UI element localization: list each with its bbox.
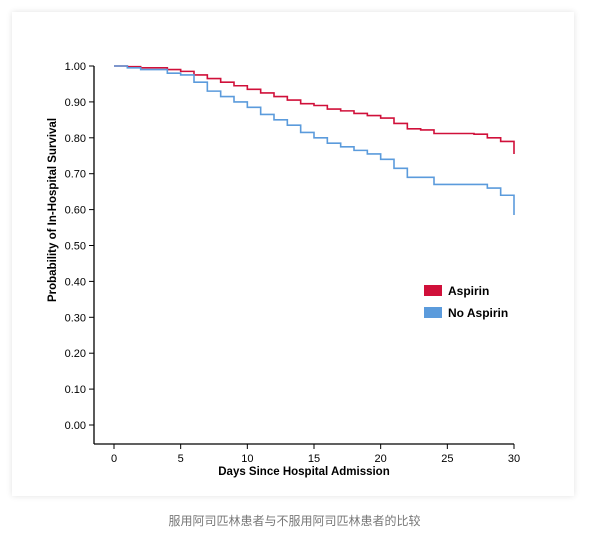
x-tick-label: 10 — [241, 453, 253, 465]
y-tick-label: 0.40 — [65, 276, 86, 288]
x-axis-label: Days Since Hospital Admission — [218, 466, 389, 478]
chart-card: 0.00 0.10 0.20 0.30 0.40 0.50 0.60 0.70 0.80 0.90… — [12, 12, 574, 496]
legend-label-no-aspirin: No Aspirin — [448, 306, 508, 320]
y-tick-label: 0.80 — [65, 133, 86, 145]
x-tick-label: 25 — [441, 453, 453, 465]
x-tick-label: 0 — [111, 453, 117, 465]
y-tick-label: 0.70 — [65, 169, 86, 181]
y-tick-label: 0.30 — [65, 312, 86, 324]
series-line-aspirin — [114, 65, 515, 154]
y-tick-label: 0.60 — [65, 205, 86, 217]
legend-swatch-no-aspirin — [424, 307, 442, 318]
y-tick-label: 1.00 — [65, 61, 86, 73]
y-tick-label: 0.00 — [65, 420, 86, 432]
y-tick-label: 0.90 — [65, 97, 86, 109]
legend-label-aspirin: Aspirin — [448, 284, 489, 298]
y-tick-label: 0.50 — [65, 241, 86, 253]
figure-caption: 服用阿司匹林患者与不服用阿司匹林患者的比较 — [168, 514, 421, 528]
legend-swatch-aspirin — [424, 285, 442, 296]
x-tick-label: 20 — [375, 453, 387, 465]
x-tick-label: 5 — [178, 453, 184, 465]
series-line-no-aspirin — [114, 65, 515, 215]
x-tick-label: 30 — [508, 453, 520, 465]
y-axis-label: Probability of In-Hospital Survival — [47, 118, 59, 302]
y-tick-label: 0.10 — [65, 384, 86, 396]
x-tick-label: 15 — [308, 453, 320, 465]
survival-chart: 0.00 0.10 0.20 0.30 0.40 0.50 0.60 0.70 0.80 0.90… — [47, 61, 520, 478]
y-tick-label: 0.20 — [65, 348, 86, 360]
